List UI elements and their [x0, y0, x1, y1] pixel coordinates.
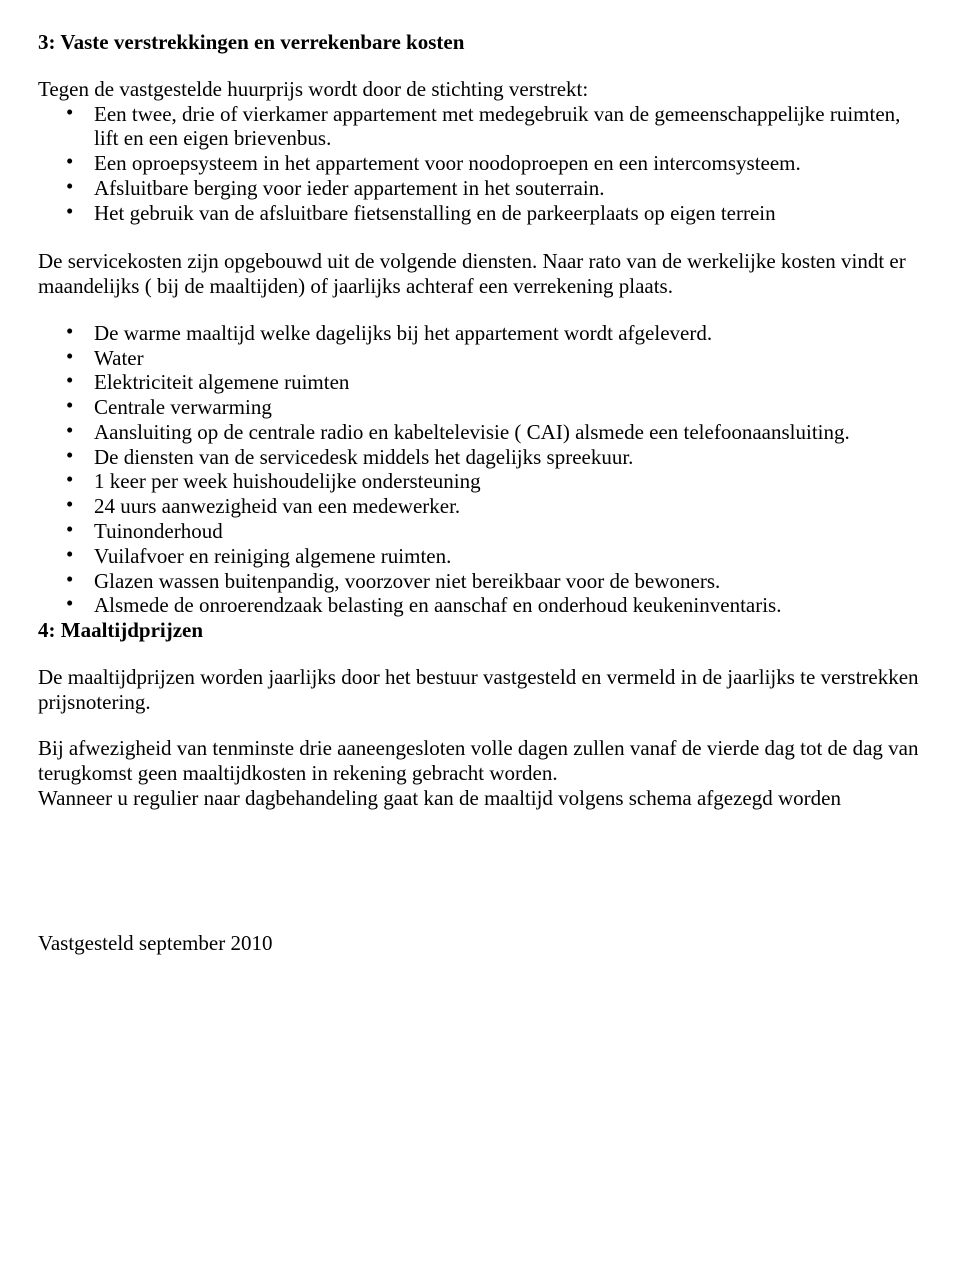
list-item: Een twee, drie of vierkamer appartement … — [94, 102, 922, 152]
footer-text: Vastgesteld september 2010 — [38, 931, 922, 956]
list-item: Water — [94, 346, 922, 371]
list-item: De diensten van de servicedesk middels h… — [94, 445, 922, 470]
section-4-p1: De maaltijdprijzen worden jaarlijks door… — [38, 665, 922, 715]
list-item: Aansluiting op de centrale radio en kabe… — [94, 420, 922, 445]
section-4-p3: Wanneer u regulier naar dagbehandeling g… — [38, 786, 922, 811]
list-item: Het gebruik van de afsluitbare fietsenst… — [94, 201, 922, 226]
list-item: Afsluitbare berging voor ieder apparteme… — [94, 176, 922, 201]
list-item: De warme maaltijd welke dagelijks bij he… — [94, 321, 922, 346]
section-4-heading: 4: Maaltijdprijzen — [38, 618, 922, 643]
list-item: Tuinonderhoud — [94, 519, 922, 544]
service-list: De warme maaltijd welke dagelijks bij he… — [38, 321, 922, 618]
list-item: Een oproepsysteem in het appartement voo… — [94, 151, 922, 176]
list-item: Alsmede de onroerendzaak belasting en aa… — [94, 593, 922, 618]
section-3-list: Een twee, drie of vierkamer appartement … — [38, 102, 922, 226]
list-item: 1 keer per week huishoudelijke ondersteu… — [94, 469, 922, 494]
section-3-intro: Tegen de vastgestelde huurprijs wordt do… — [38, 77, 922, 102]
list-item: 24 uurs aanwezigheid van een medewerker. — [94, 494, 922, 519]
service-intro: De servicekosten zijn opgebouwd uit de v… — [38, 249, 922, 299]
section-3-heading: 3: Vaste verstrekkingen en verrekenbare … — [38, 30, 922, 55]
list-item: Elektriciteit algemene ruimten — [94, 370, 922, 395]
list-item: Vuilafvoer en reiniging algemene ruimten… — [94, 544, 922, 569]
list-item: Centrale verwarming — [94, 395, 922, 420]
section-4-p2: Bij afwezigheid van tenminste drie aanee… — [38, 736, 922, 786]
list-item: Glazen wassen buitenpandig, voorzover ni… — [94, 569, 922, 594]
